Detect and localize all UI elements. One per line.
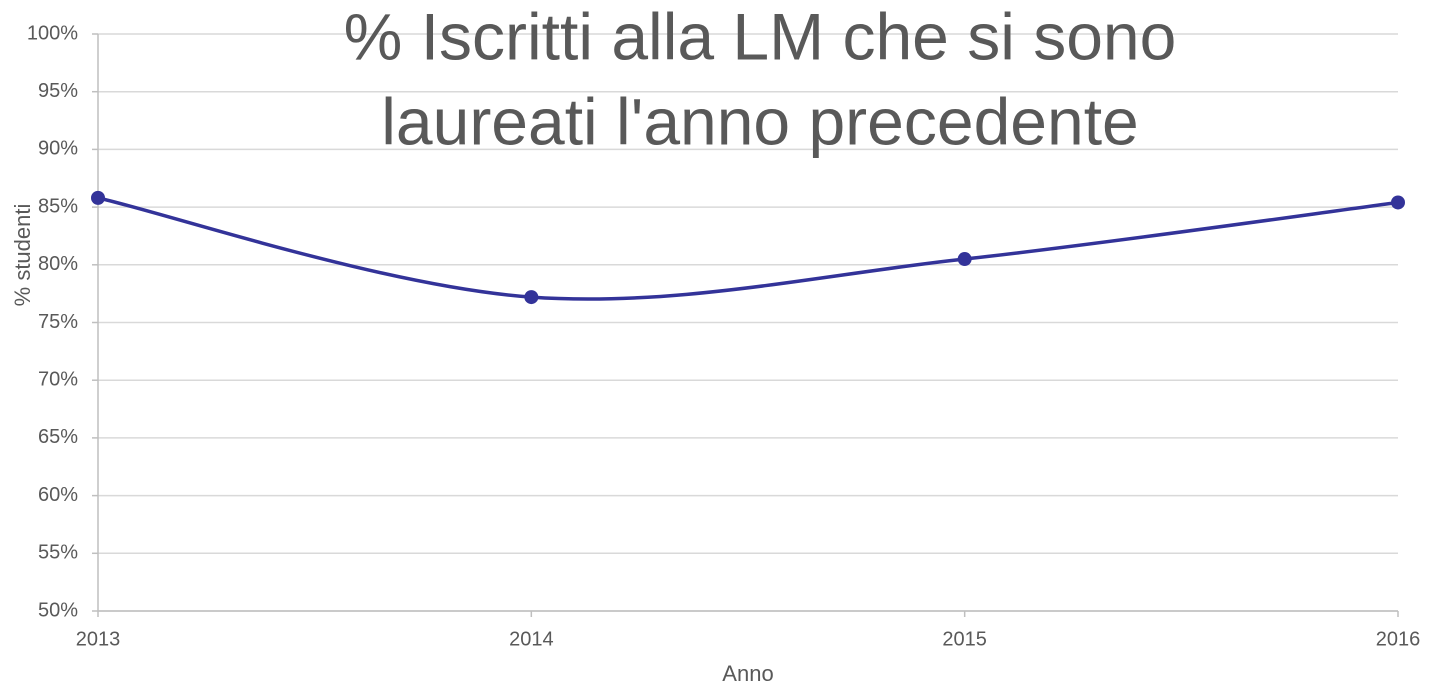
x-tick-label: 2014 bbox=[509, 628, 554, 650]
marker bbox=[957, 252, 972, 267]
y-tick-label: 90% bbox=[38, 138, 78, 160]
y-tick-label: 65% bbox=[38, 426, 78, 448]
y-tick-label: 80% bbox=[38, 253, 78, 275]
chart-title: % Iscritti alla LM che si sono bbox=[344, 0, 1177, 73]
line bbox=[97, 196, 1399, 301]
y-tick-label: 70% bbox=[38, 368, 78, 390]
y-tick-label: 100% bbox=[27, 22, 78, 44]
marker bbox=[91, 190, 105, 205]
x-axis-label: Anno bbox=[722, 661, 773, 686]
marker bbox=[1391, 195, 1405, 210]
y-tick-label: 75% bbox=[38, 311, 78, 333]
y-tick-label: 95% bbox=[38, 80, 78, 102]
y-tick-label: 55% bbox=[38, 542, 78, 564]
x-tick-label: 2016 bbox=[1376, 628, 1421, 650]
x-tick-label: 2013 bbox=[76, 628, 121, 650]
chart-title: laureati l'anno precedente bbox=[381, 84, 1139, 158]
y-tick-label: 50% bbox=[38, 599, 78, 621]
y-axis-label: % studenti bbox=[10, 204, 35, 307]
y-tick-label: 60% bbox=[38, 484, 78, 506]
marker bbox=[524, 290, 539, 305]
y-tick-label: 85% bbox=[38, 195, 78, 217]
x-tick-label: 2015 bbox=[942, 628, 987, 650]
